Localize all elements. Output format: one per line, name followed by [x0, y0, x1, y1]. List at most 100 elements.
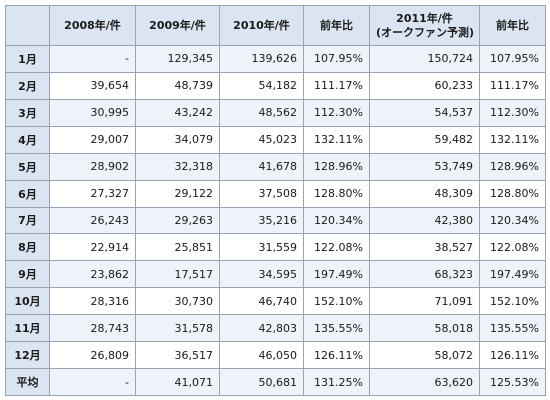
row-label: 11月 [5, 314, 50, 343]
cell-yoy-2010: 112.30% [303, 98, 370, 127]
row-label: 6月 [5, 179, 50, 208]
header-yoy-2010: 前年比 [303, 5, 370, 46]
cell-2008: 29,007 [49, 125, 136, 154]
statistics-table-container: 2008年/件 2009年/件 2010年/件 前年比 2011年/件 (オーク… [5, 5, 546, 396]
cell-2008: 30,995 [49, 98, 136, 127]
cell-2009: 41,071 [135, 368, 220, 396]
row-label: 1月 [5, 45, 50, 73]
cell-yoy-2011: 126.11% [479, 341, 546, 370]
cell-2008: - [49, 368, 136, 396]
cell-2011: 68,323 [369, 260, 480, 289]
cell-yoy-2011: 128.96% [479, 152, 546, 181]
cell-yoy-2011: 152.10% [479, 287, 546, 316]
header-row: 2008年/件 2009年/件 2010年/件 前年比 2011年/件 (オーク… [5, 5, 546, 46]
cell-2011: 150,724 [369, 45, 480, 73]
cell-2010: 45,023 [219, 125, 304, 154]
cell-2010: 31,559 [219, 233, 304, 262]
cell-2010: 35,216 [219, 206, 304, 235]
cell-yoy-2010: 120.34% [303, 206, 370, 235]
header-2009: 2009年/件 [135, 5, 220, 46]
cell-2011: 63,620 [369, 368, 480, 396]
row-label: 7月 [5, 206, 50, 235]
cell-2011: 48,309 [369, 179, 480, 208]
cell-2011: 42,380 [369, 206, 480, 235]
cell-2010: 48,562 [219, 98, 304, 127]
cell-yoy-2011: 112.30% [479, 98, 546, 127]
cell-2011: 59,482 [369, 125, 480, 154]
cell-2008: 27,327 [49, 179, 136, 208]
cell-yoy-2010: 131.25% [303, 368, 370, 396]
cell-yoy-2010: 111.17% [303, 71, 370, 100]
header-2011-sub: (オークファン予測) [376, 25, 475, 39]
cell-2010: 46,740 [219, 287, 304, 316]
cell-2010: 42,803 [219, 314, 304, 343]
table-row: 8月 22,914 25,851 31,559 122.08% 38,527 122.08% [5, 233, 546, 262]
cell-2008: 23,862 [49, 260, 136, 289]
cell-yoy-2010: 107.95% [303, 45, 370, 73]
header-2010: 2010年/件 [219, 5, 304, 46]
cell-2008: - [49, 45, 136, 73]
cell-yoy-2011: 111.17% [479, 71, 546, 100]
table-row: 1月 -129,345 139,626 107.95% 150,724 107.95% [5, 45, 546, 73]
cell-yoy-2011: 122.08% [479, 233, 546, 262]
table-row: 6月 27,327 29,122 37,508 128.80% 48,309 128.80% [5, 179, 546, 208]
cell-2009: 36,517 [135, 341, 220, 370]
cell-yoy-2011: 197.49% [479, 260, 546, 289]
cell-2008: 26,809 [49, 341, 136, 370]
cell-yoy-2010: 126.11% [303, 341, 370, 370]
cell-2010: 50,681 [219, 368, 304, 396]
cell-yoy-2010: 152.10% [303, 287, 370, 316]
cell-2009: 30,730 [135, 287, 220, 316]
cell-2009: 32,318 [135, 152, 220, 181]
cell-2008: 28,743 [49, 314, 136, 343]
row-label: 5月 [5, 152, 50, 181]
cell-2011: 58,018 [369, 314, 480, 343]
cell-2008: 28,902 [49, 152, 136, 181]
row-label: 9月 [5, 260, 50, 289]
cell-2010: 34,595 [219, 260, 304, 289]
cell-2011: 71,091 [369, 287, 480, 316]
cell-2009: 43,242 [135, 98, 220, 127]
cell-2009: 29,263 [135, 206, 220, 235]
cell-2008: 26,243 [49, 206, 136, 235]
cell-2011: 60,233 [369, 71, 480, 100]
cell-2008: 28,316 [49, 287, 136, 316]
table-row: 2月 39,654 48,739 54,182 111.17% 60,233 111.17% [5, 71, 546, 100]
cell-2010: 54,182 [219, 71, 304, 100]
cell-2011: 54,537 [369, 98, 480, 127]
row-label: 3月 [5, 98, 50, 127]
cell-yoy-2010: 197.49% [303, 260, 370, 289]
cell-2010: 37,508 [219, 179, 304, 208]
row-label: 4月 [5, 125, 50, 154]
cell-2009: 29,122 [135, 179, 220, 208]
table-row: 9月 23,862 17,517 34,595 197.49% 68,323 197.49% [5, 260, 546, 289]
table-row: 3月 30,995 43,242 48,562 112.30% 54,537 112.30% [5, 98, 546, 127]
table-row: 平均 -41,071 50,681 131.25% 63,620 125.53% [5, 368, 546, 396]
cell-yoy-2010: 122.08% [303, 233, 370, 262]
table-row: 12月 26,809 36,517 46,050 126.11% 58,072 126.11… [5, 341, 546, 370]
cell-yoy-2011: 120.34% [479, 206, 546, 235]
cell-2011: 38,527 [369, 233, 480, 262]
table-row: 4月 29,007 34,079 45,023 132.11% 59,482 132.11% [5, 125, 546, 154]
cell-yoy-2010: 128.80% [303, 179, 370, 208]
header-2008: 2008年/件 [49, 5, 136, 46]
cell-yoy-2011: 128.80% [479, 179, 546, 208]
header-yoy-2011: 前年比 [479, 5, 546, 46]
cell-2009: 25,851 [135, 233, 220, 262]
cell-2009: 48,739 [135, 71, 220, 100]
cell-yoy-2011: 135.55% [479, 314, 546, 343]
header-2011: 2011年/件 (オークファン予測) [369, 5, 480, 46]
cell-yoy-2011: 132.11% [479, 125, 546, 154]
table-row: 5月 28,902 32,318 41,678 128.96% 53,749 128.96% [5, 152, 546, 181]
cell-2010: 41,678 [219, 152, 304, 181]
yearly-monthly-count-table: 2008年/件 2009年/件 2010年/件 前年比 2011年/件 (オーク… [5, 5, 546, 396]
cell-2009: 129,345 [135, 45, 220, 73]
cell-2011: 58,072 [369, 341, 480, 370]
cell-2010: 139,626 [219, 45, 304, 73]
row-label: 10月 [5, 287, 50, 316]
table-row: 10月 28,316 30,730 46,740 152.10% 71,091 152.10… [5, 287, 546, 316]
table-row: 7月 26,243 29,263 35,216 120.34% 42,380 120.34% [5, 206, 546, 235]
row-label: 2月 [5, 71, 50, 100]
cell-2008: 39,654 [49, 71, 136, 100]
row-label: 8月 [5, 233, 50, 262]
